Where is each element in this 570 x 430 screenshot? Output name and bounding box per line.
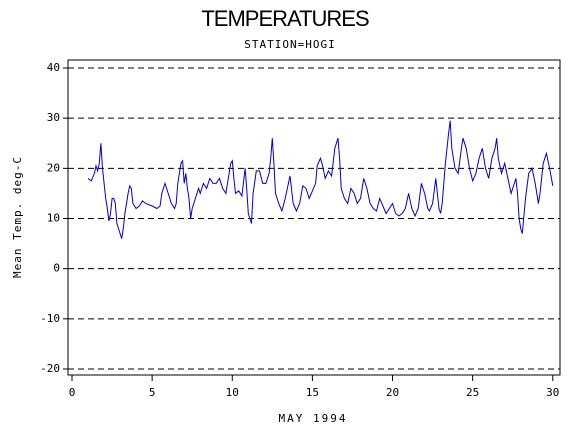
x-tick-label: 15 bbox=[306, 386, 319, 399]
y-tick-label: -20 bbox=[40, 362, 60, 375]
x-tick-label: 20 bbox=[386, 386, 399, 399]
x-tick-label: 10 bbox=[226, 386, 239, 399]
temperature-line bbox=[87, 120, 554, 239]
y-tick-label: 20 bbox=[47, 161, 60, 174]
y-tick-label: 40 bbox=[47, 61, 60, 74]
chart-subtitle: STATION=HOGI bbox=[244, 38, 335, 51]
x-tick-label: 25 bbox=[466, 386, 479, 399]
y-axis-label: Mean Temp. deg-C bbox=[11, 156, 24, 278]
x-tick-label: 0 bbox=[69, 386, 76, 399]
y-tick-label: 0 bbox=[53, 262, 60, 275]
y-tick-label: 10 bbox=[47, 212, 60, 225]
y-tick-label: 30 bbox=[47, 111, 60, 124]
chart-title: TEMPERATURES bbox=[201, 6, 369, 31]
x-axis-label: MAY 1994 bbox=[279, 412, 348, 425]
x-tick-label: 30 bbox=[546, 386, 559, 399]
x-tick-label: 5 bbox=[149, 386, 156, 399]
y-tick-label: -10 bbox=[40, 312, 60, 325]
plot-frame bbox=[67, 59, 561, 376]
